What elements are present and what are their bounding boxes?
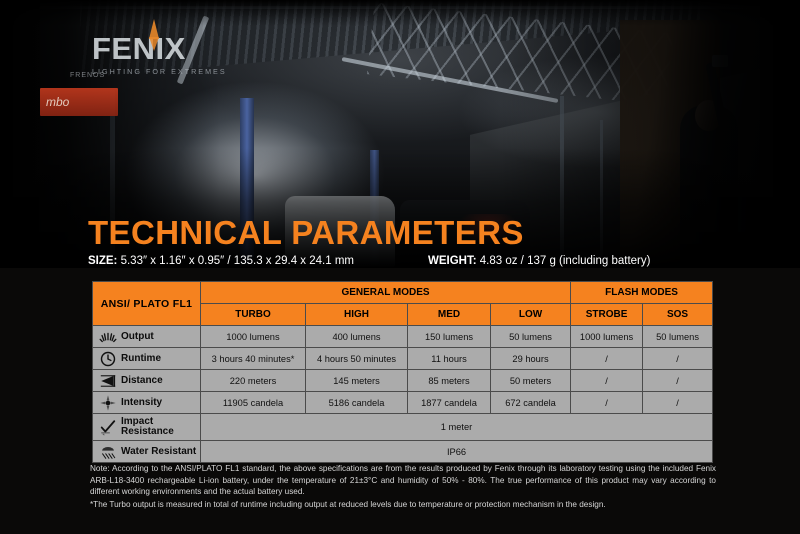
header-mode-turbo: TURBO (200, 303, 306, 326)
row-label-runtime: Runtime (92, 347, 201, 370)
cell-runtime-strobe: / (570, 347, 644, 370)
size-label: SIZE: (88, 255, 118, 267)
cell-intensity-med: 1877 candela (407, 391, 491, 414)
table-row: Intensity 11905 candela 5186 candela 187… (92, 391, 714, 414)
cell-runtime-low: 29 hours (489, 347, 572, 370)
header-ansi-plato: ANSI/ PLATO FL1 (92, 281, 201, 326)
fenix-logo: FENIX LIGHTING FOR EXTREMES (92, 19, 227, 76)
weight-label: WEIGHT: (428, 255, 477, 267)
table-row: Runtime 3 hours 40 minutes* 4 hours 50 m… (92, 347, 714, 370)
beam-distance-icon (99, 372, 117, 390)
logo-wordmark: FENIX (92, 31, 186, 66)
weight-spec: WEIGHT: 4.83 oz / 137 g (including batte… (428, 255, 650, 267)
weight-value: 4.83 oz / 137 g (including battery) (476, 255, 651, 267)
cell-output-strobe: 1000 lumens (570, 325, 644, 348)
cell-output-high: 400 lumens (305, 325, 408, 348)
row-label-output: Output (92, 325, 201, 348)
vignette-bottom (0, 148, 800, 268)
header-mode-low: LOW (489, 303, 572, 326)
table-row: Distance 220 meters 145 meters 85 meters… (92, 369, 714, 392)
cell-output-sos: 50 lumens (642, 325, 714, 348)
cell-runtime-sos: / (642, 347, 714, 370)
logo-spark-icon (149, 19, 159, 39)
logo-tagline: LIGHTING FOR EXTREMES (92, 67, 227, 76)
table-row: Water Resistant IP66 (92, 440, 714, 463)
size-value: 5.33″ x 1.16″ x 0.95″ / 135.3 x 29.4 x 2… (117, 255, 354, 267)
cell-intensity-low: 672 candela (489, 391, 572, 414)
cell-distance-low: 50 meters (489, 369, 572, 392)
cell-distance-sos: / (642, 369, 714, 392)
cell-output-turbo: 1000 lumens (200, 325, 306, 348)
cell-runtime-turbo: 3 hours 40 minutes* (200, 347, 306, 370)
logo-spark-icon (149, 37, 159, 51)
header-flash-modes: FLASH MODES (570, 281, 714, 304)
cell-output-med: 150 lumens (407, 325, 491, 348)
spec-summary-line: SIZE: 5.33″ x 1.16″ x 0.95″ / 135.3 x 29… (88, 255, 712, 271)
intensity-crosshair-icon (99, 394, 117, 412)
row-label-intensity: Intensity (92, 391, 201, 414)
row-label-distance: Distance (92, 369, 201, 392)
row-label-text: Intensity (121, 397, 163, 408)
cell-distance-high: 145 meters (305, 369, 408, 392)
cell-distance-med: 85 meters (407, 369, 491, 392)
cell-runtime-high: 4 hours 50 minutes (305, 347, 408, 370)
header-general-modes: GENERAL MODES (199, 281, 572, 304)
size-spec: SIZE: 5.33″ x 1.16″ x 0.95″ / 135.3 x 29… (88, 255, 354, 267)
page-title: TECHNICAL PARAMETERS (88, 214, 524, 251)
cell-distance-turbo: 220 meters (200, 369, 306, 392)
footnote-line-1: Note: According to the ANSI/PLATO FL1 st… (90, 464, 716, 497)
cell-distance-strobe: / (570, 369, 644, 392)
row-label-impact-resistance: Impact Resistance (92, 413, 201, 441)
row-label-water-resistant: Water Resistant (92, 440, 201, 463)
cell-impact-resistance-value: 1 meter (199, 413, 714, 441)
clock-icon (99, 350, 117, 368)
table-row: Impact Resistance 1 meter (92, 413, 714, 441)
row-label-text: Output (121, 331, 154, 342)
cell-intensity-high: 5186 candela (305, 391, 408, 414)
cell-runtime-med: 11 hours (407, 347, 491, 370)
row-label-text-line1: Impact (121, 416, 154, 427)
header-mode-strobe: STROBE (570, 303, 644, 326)
cell-intensity-turbo: 11905 candela (200, 391, 306, 414)
cell-intensity-strobe: / (570, 391, 644, 414)
cell-intensity-sos: / (642, 391, 714, 414)
row-label-text: Water Resistant (121, 446, 197, 457)
row-label-text-line2: Resistance (121, 426, 174, 437)
wall-banner-text: mbo (46, 95, 70, 109)
row-label-text: Runtime (121, 353, 161, 364)
header-mode-med: MED (407, 303, 491, 326)
cell-output-low: 50 lumens (489, 325, 572, 348)
footnote-block: Note: According to the ANSI/PLATO FL1 st… (90, 463, 716, 510)
technical-parameters-table: ANSI/ PLATO FL1 GENERAL MODES FLASH MODE… (92, 281, 714, 463)
water-resistant-icon (99, 443, 117, 461)
output-rays-icon (99, 328, 117, 346)
table-row: Output 1000 lumens 400 lumens 150 lumens… (92, 325, 714, 348)
footnote-line-2: *The Turbo output is measured in total o… (90, 499, 606, 509)
row-label-text: Distance (121, 375, 163, 386)
impact-resistance-icon (99, 418, 117, 436)
header-mode-sos: SOS (642, 303, 714, 326)
table-header-group-row: ANSI/ PLATO FL1 GENERAL MODES FLASH MODE… (92, 281, 714, 326)
wall-banner (40, 88, 118, 116)
header-mode-high: HIGH (305, 303, 408, 326)
wall-sign-text: FRENOS (70, 72, 106, 79)
cell-water-resistant-value: IP66 (199, 440, 714, 463)
hero-photo: FRENOS mbo FENIX LIGHTING FOR EXTREMES (0, 0, 800, 268)
